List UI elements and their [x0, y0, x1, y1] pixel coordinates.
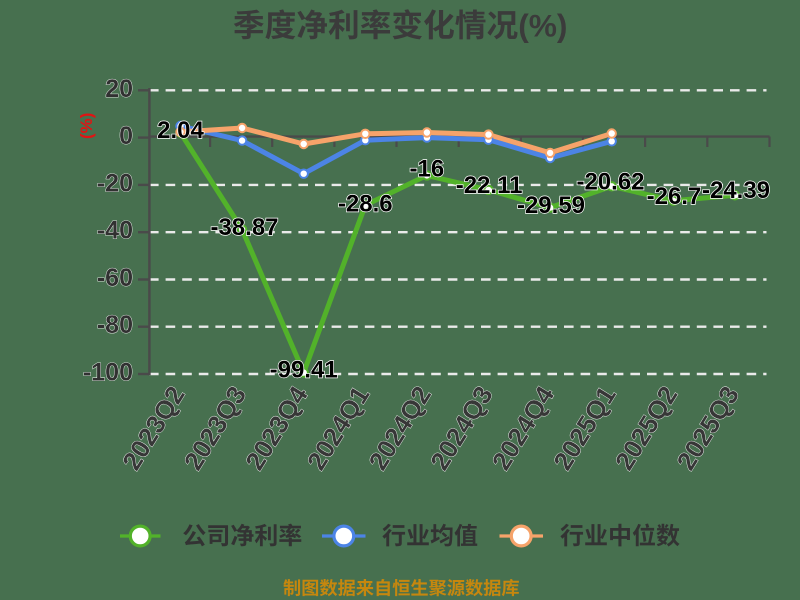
svg-text:2.04: 2.04 — [157, 117, 204, 144]
svg-text:-22.11: -22.11 — [456, 172, 523, 199]
svg-text:(%): (%) — [77, 113, 96, 139]
svg-text:20: 20 — [105, 75, 133, 103]
svg-text:-26.7: -26.7 — [647, 183, 702, 210]
svg-text:-20.62: -20.62 — [576, 169, 644, 196]
svg-text:-40: -40 — [97, 217, 133, 245]
svg-text:-100: -100 — [83, 359, 133, 387]
svg-text:-80: -80 — [97, 311, 133, 339]
svg-text:-16: -16 — [410, 156, 445, 183]
svg-text:-28.6: -28.6 — [338, 191, 393, 218]
svg-text:-38.87: -38.87 — [210, 214, 278, 241]
svg-text:-29.59: -29.59 — [517, 192, 585, 219]
svg-text:-60: -60 — [97, 264, 133, 292]
svg-text:0: 0 — [119, 122, 133, 150]
svg-text:(%): (%) — [518, 8, 567, 44]
svg-text:-99.41: -99.41 — [270, 357, 338, 384]
svg-text:-24.39: -24.39 — [702, 177, 770, 204]
svg-text:-20: -20 — [97, 169, 133, 197]
